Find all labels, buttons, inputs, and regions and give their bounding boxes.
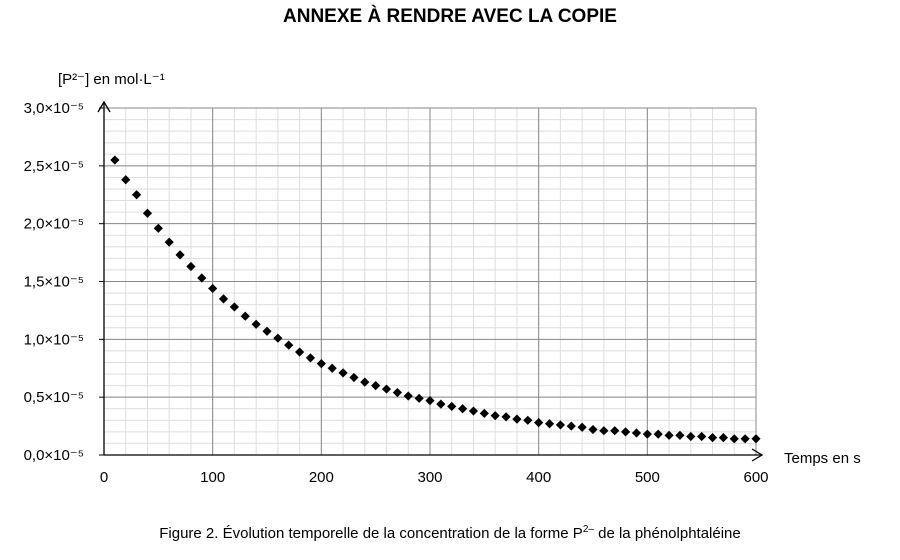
data-point (642, 429, 652, 439)
data-point (479, 408, 489, 418)
caption-text: Figure 2. Évolution temporelle de la con… (159, 525, 583, 542)
x-tick-label: 400 (526, 469, 551, 486)
caption-superscript: 2– (582, 524, 594, 535)
data-point (338, 368, 348, 378)
y-tick-label: 0,5×10⁻⁵ (24, 389, 84, 406)
data-point (110, 155, 120, 165)
data-point (218, 294, 229, 304)
x-tick-label: 300 (417, 469, 442, 486)
data-point (153, 223, 163, 233)
data-point (468, 406, 479, 416)
y-tick-label: 2,5×10⁻⁵ (24, 158, 84, 175)
data-point (555, 420, 565, 430)
data-point (436, 399, 446, 409)
data-point (512, 414, 522, 424)
data-point (751, 434, 761, 444)
figure-caption: Figure 2. Évolution temporelle de la con… (0, 524, 900, 542)
data-point (534, 418, 544, 428)
data-point (566, 421, 576, 431)
data-point (121, 175, 131, 185)
data-point (240, 311, 250, 321)
data-point (425, 396, 435, 406)
axes (97, 100, 764, 462)
data-point (229, 302, 239, 312)
data-point (621, 427, 631, 437)
x-tick-label: 500 (635, 469, 660, 486)
data-point (447, 401, 457, 412)
data-point (653, 429, 663, 439)
data-point (403, 391, 413, 401)
data-point (251, 319, 261, 329)
y-tick-label: 1,0×10⁻⁵ (24, 331, 84, 348)
data-point (523, 415, 533, 425)
data-point (740, 434, 750, 444)
data-point (631, 428, 642, 438)
data-point (132, 190, 142, 200)
data-point (262, 326, 272, 336)
data-point (327, 363, 337, 373)
y-tick-label: 1,5×10⁻⁵ (24, 274, 84, 291)
data-point (197, 273, 207, 283)
x-tick-label: 100 (200, 469, 225, 486)
data-point (164, 237, 174, 247)
x-tick-label: 600 (743, 469, 768, 486)
data-point (599, 426, 609, 436)
data-point (686, 431, 696, 442)
data-point (729, 434, 739, 444)
data-point (381, 384, 392, 394)
data-point (664, 430, 674, 440)
data-point (675, 430, 685, 440)
y-axis-label: [P²⁻] en mol·L⁻¹ (58, 71, 165, 88)
x-axis-label: Temps en s (784, 450, 861, 467)
y-tick-label: 3,0×10⁻⁵ (24, 100, 84, 117)
x-tick-label: 0 (100, 469, 108, 486)
data-point (371, 381, 381, 391)
data-point (697, 431, 707, 442)
data-point (273, 333, 283, 343)
y-tick-label: 2,0×10⁻⁵ (24, 216, 84, 233)
data-point (175, 250, 185, 260)
y-tick-label: 0,0×10⁻⁵ (24, 447, 84, 464)
data-point (349, 372, 359, 383)
data-point (392, 387, 402, 398)
data-point (360, 377, 370, 387)
data-point (208, 283, 218, 294)
data-point (186, 261, 196, 272)
data-point (501, 412, 511, 422)
data-points (110, 155, 761, 444)
x-tick-labels: 0 100 200 300 400 500 600 (100, 469, 769, 486)
x-axis-arrow (751, 448, 764, 462)
data-point (305, 353, 316, 363)
data-point (316, 359, 326, 369)
data-point (295, 347, 305, 357)
data-point (458, 404, 468, 414)
x-tick-label: 200 (309, 469, 334, 486)
data-point (544, 419, 555, 429)
data-point (490, 411, 500, 421)
data-point (142, 208, 153, 218)
data-point (610, 426, 620, 436)
data-point (577, 422, 587, 432)
y-tick-labels: 0,0×10⁻⁵ 0,5×10⁻⁵ 1,0×10⁻⁵ 1,5×10⁻⁵ 2,0×10⁻⁵… (24, 100, 84, 464)
data-point (284, 340, 294, 350)
data-point (707, 433, 718, 443)
page-header: ANNEXE À RENDRE AVEC LA COPIE (283, 6, 617, 27)
data-point (718, 433, 728, 443)
data-point (588, 424, 598, 435)
caption-text-end: de la phénolphtaléine (593, 525, 741, 542)
data-point (414, 393, 424, 403)
y-axis-arrow (97, 100, 111, 113)
